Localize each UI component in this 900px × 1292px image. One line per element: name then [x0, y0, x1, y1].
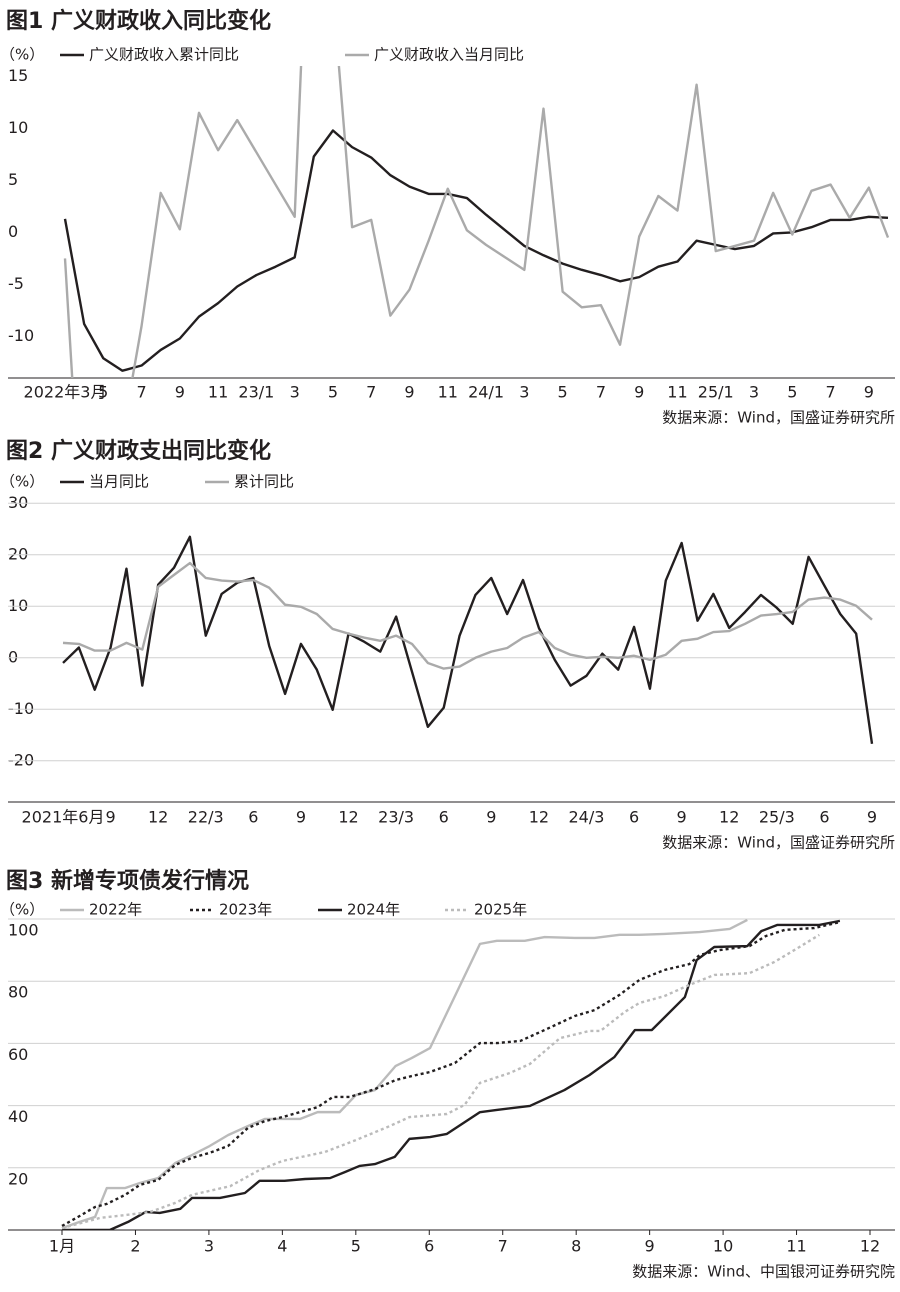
series-line [62, 561, 873, 670]
y-tick-label: 20 [8, 1169, 28, 1188]
chart-title: 图2 广义财政支出同比变化 [6, 438, 271, 464]
y-tick-label: 10 [8, 118, 28, 137]
x-tick-label: 9 [404, 383, 414, 402]
x-tick-label: 5 [328, 383, 338, 402]
source: 数据来源：Wind，国盛证券研究所 [662, 834, 895, 852]
legend-label: 广义财政收入当月同比 [374, 46, 524, 64]
x-tick-label: 3 [519, 383, 529, 402]
y-tick-label: 0 [8, 647, 18, 666]
source: 数据来源：Wind，国盛证券研究所 [662, 409, 895, 427]
x-tick-label: 1月 [49, 1237, 75, 1256]
x-tick-label: 12 [529, 808, 549, 827]
x-tick-label: 7 [136, 383, 146, 402]
x-tick-label: 9 [296, 808, 306, 827]
x-tick-label: 12 [338, 808, 358, 827]
y-tick-label: 80 [8, 983, 28, 1002]
x-tick-label: 11 [667, 383, 687, 402]
series-line [61, 919, 748, 1230]
x-tick-label: 25/1 [698, 383, 734, 402]
legend-label: 累计同比 [234, 473, 294, 491]
x-tick-label: 5 [351, 1237, 361, 1256]
y-tick-label: -10 [8, 699, 34, 718]
y-tick-label: 5 [8, 170, 18, 189]
x-tick-label: 25/3 [759, 808, 795, 827]
source: 数据来源：Wind、中国银河证券研究院 [632, 1263, 895, 1281]
series-line [62, 535, 874, 744]
x-tick-label: 7 [366, 383, 376, 402]
series-line [63, 129, 889, 372]
y-tick-label: 60 [8, 1045, 28, 1064]
x-tick-label: 22/3 [188, 808, 224, 827]
x-tick-label: 6 [629, 808, 639, 827]
chart-title: 图1 广义财政收入同比变化 [6, 8, 271, 34]
legend-label: 2024年 [347, 901, 400, 919]
x-tick-label: 24/1 [468, 383, 504, 402]
x-tick-label: 6 [439, 808, 449, 827]
legend-label: 当月同比 [89, 473, 149, 491]
x-tick-label: 9 [486, 808, 496, 827]
x-tick-label: 5 [558, 383, 568, 402]
x-tick-label: 9 [634, 383, 644, 402]
series-line [63, 66, 890, 378]
x-tick-label: 11 [438, 383, 458, 402]
x-tick-label: 9 [645, 1237, 655, 1256]
x-tick-label: 3 [204, 1237, 214, 1256]
y-unit: （%） [0, 473, 44, 491]
x-tick-label: 23/3 [378, 808, 414, 827]
x-tick-label: 8 [571, 1237, 581, 1256]
y-tick-label: 100 [8, 921, 39, 940]
x-tick-label: 9 [105, 808, 115, 827]
x-tick-label: 23/1 [238, 383, 274, 402]
x-tick-label: 9 [864, 383, 874, 402]
x-tick-label: 12 [719, 808, 739, 827]
x-tick-label: 9 [677, 808, 687, 827]
x-tick-label: 7 [596, 383, 606, 402]
x-tick-label: 24/3 [569, 808, 605, 827]
x-tick-label: 7 [825, 383, 835, 402]
y-tick-label: -5 [8, 274, 24, 293]
series-line [62, 919, 841, 1230]
x-tick-label: 2022年3月 [24, 383, 107, 402]
x-tick-label: 11 [208, 383, 228, 402]
legend-label: 2025年 [474, 901, 527, 919]
y-tick-label: 30 [8, 493, 28, 512]
x-tick-label: 9 [867, 808, 877, 827]
x-tick-label: 12 [148, 808, 168, 827]
y-tick-label: 20 [8, 544, 28, 563]
y-unit: （%） [0, 46, 44, 64]
y-tick-label: 15 [8, 66, 28, 85]
x-tick-label: 3 [290, 383, 300, 402]
x-tick-label: 5 [98, 383, 108, 402]
x-tick-label: 5 [787, 383, 797, 402]
y-tick-label: 40 [8, 1107, 28, 1126]
x-tick-label: 2 [130, 1237, 140, 1256]
legend-label: 2023年 [219, 901, 272, 919]
legend-label: 广义财政收入累计同比 [89, 46, 239, 64]
x-tick-label: 10 [713, 1237, 733, 1256]
x-tick-label: 3 [749, 383, 759, 402]
x-tick-label: 11 [786, 1237, 806, 1256]
x-tick-label: 7 [498, 1237, 508, 1256]
y-unit: （%） [0, 901, 44, 919]
x-tick-label: 6 [819, 808, 829, 827]
series-line [61, 920, 841, 1228]
chart-title: 图3 新增专项债发行情况 [6, 868, 249, 894]
y-tick-label: 10 [8, 596, 28, 615]
legend-label: 2022年 [89, 901, 142, 919]
x-tick-label: 12 [860, 1237, 880, 1256]
y-tick-label: -20 [8, 750, 34, 769]
x-tick-label: 4 [277, 1237, 287, 1256]
x-tick-label: 2021年6月 [22, 808, 105, 827]
y-tick-label: 0 [8, 222, 18, 241]
x-tick-label: 9 [175, 383, 185, 402]
x-tick-label: 6 [424, 1237, 434, 1256]
series-line [61, 933, 820, 1230]
y-tick-label: -10 [8, 326, 34, 345]
x-tick-label: 6 [248, 808, 258, 827]
